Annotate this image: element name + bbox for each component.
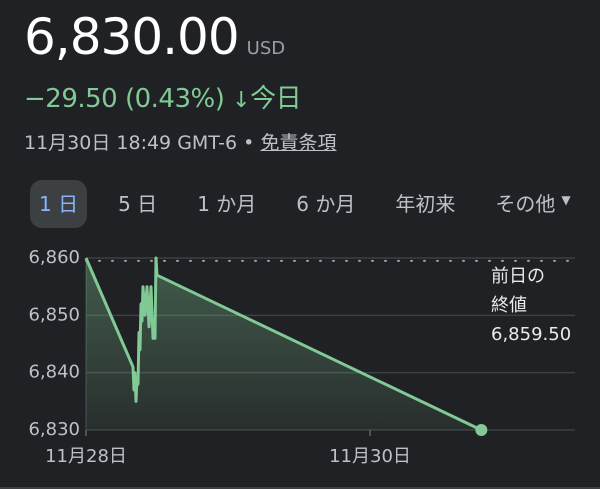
price-change: −29.50 (0.43%) ↓今日: [24, 78, 302, 115]
y-tick-label: 6,840: [28, 362, 80, 383]
change-period: 今日: [250, 84, 302, 114]
tab-more[interactable]: その他 ▼: [486, 180, 579, 228]
x-tick-label: 11月30日: [329, 446, 411, 467]
range-tabs: 1 日 5 日 1 か月 6 か月 年初来 その他 ▼: [30, 180, 580, 228]
y-tick-label: 6,850: [28, 304, 80, 325]
y-tick-label: 6,860: [28, 247, 80, 268]
y-tick-label: 6,830: [28, 419, 80, 440]
previous-close-value: 6,859.50: [491, 324, 572, 345]
previous-close-label-line2: 終値: [491, 295, 527, 316]
tab-1-month[interactable]: 1 か月: [197, 192, 257, 216]
price-area: [86, 258, 482, 430]
x-tick-label: 11月28日: [45, 446, 127, 467]
price-line: [84, 256, 482, 432]
timestamp: 11月30日 18:49 GMT-6: [24, 132, 238, 154]
tab-6-months[interactable]: 6 か月: [296, 192, 356, 216]
tab-ytd[interactable]: 年初来: [395, 192, 456, 216]
tab-more-label: その他: [495, 192, 556, 216]
disclaimer-link[interactable]: 免責条項: [260, 132, 337, 154]
tab-1-day[interactable]: 1 日: [30, 180, 88, 228]
tab-5-days[interactable]: 5 日: [118, 192, 158, 216]
current-price: 6,830.00: [24, 8, 240, 66]
last-price-point: [475, 424, 488, 436]
currency-label: USD: [246, 38, 286, 59]
price-row: 6,830.00 USD: [24, 8, 285, 66]
change-value: −29.50 (0.43%): [24, 84, 225, 114]
separator: •: [243, 132, 255, 154]
caret-down-icon: ▼: [561, 193, 571, 207]
price-chart[interactable]: 6,860 6,850 6,840 6,830 11月28日 11月30日: [0, 240, 600, 489]
quote-timestamp-row: 11月30日 18:49 GMT-6 • 免責条項: [24, 128, 336, 155]
previous-close-label: 前日の 終値 6,859.50: [491, 262, 571, 349]
previous-close-label-line1: 前日の: [491, 266, 545, 287]
arrow-down-icon: ↓: [232, 88, 251, 113]
